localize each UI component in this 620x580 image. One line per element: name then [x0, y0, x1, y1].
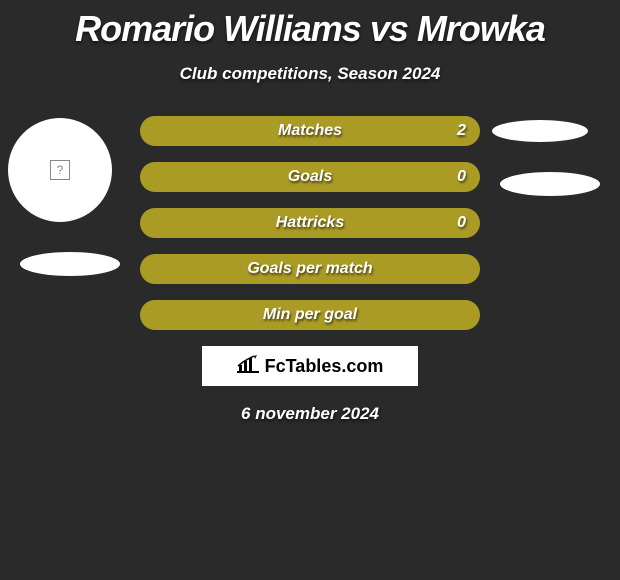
stat-row-goals: Goals 0 — [140, 162, 480, 192]
stat-row-goals-per-match: Goals per match — [140, 254, 480, 284]
stat-label: Hattricks — [276, 214, 344, 232]
stat-label: Matches — [278, 122, 342, 140]
page-title: Romario Williams vs Mrowka — [0, 0, 620, 50]
comparison-content: ? Matches 2 Goals 0 Hattricks 0 Goals pe… — [0, 116, 620, 424]
stat-label: Goals per match — [247, 260, 372, 278]
attribution-badge: FcTables.com — [202, 346, 418, 386]
stat-rows: Matches 2 Goals 0 Hattricks 0 Goals per … — [140, 116, 480, 330]
stat-row-hattricks: Hattricks 0 — [140, 208, 480, 238]
stat-label: Min per goal — [263, 306, 357, 324]
attribution-text: FcTables.com — [265, 356, 384, 377]
stat-value-left: 0 — [457, 214, 466, 232]
date-label: 6 november 2024 — [0, 404, 620, 424]
avatar-placeholder-icon: ? — [50, 160, 70, 180]
stat-value-left: 2 — [457, 122, 466, 140]
stat-value-left: 0 — [457, 168, 466, 186]
chart-icon — [237, 355, 259, 378]
avatar-right-shadow-1 — [492, 120, 588, 142]
stat-label: Goals — [288, 168, 332, 186]
player-left-avatar: ? — [8, 118, 112, 222]
avatar-right-shadow-2 — [500, 172, 600, 196]
avatar-left-shadow — [20, 252, 120, 276]
stat-row-min-per-goal: Min per goal — [140, 300, 480, 330]
subtitle: Club competitions, Season 2024 — [0, 64, 620, 84]
stat-row-matches: Matches 2 — [140, 116, 480, 146]
